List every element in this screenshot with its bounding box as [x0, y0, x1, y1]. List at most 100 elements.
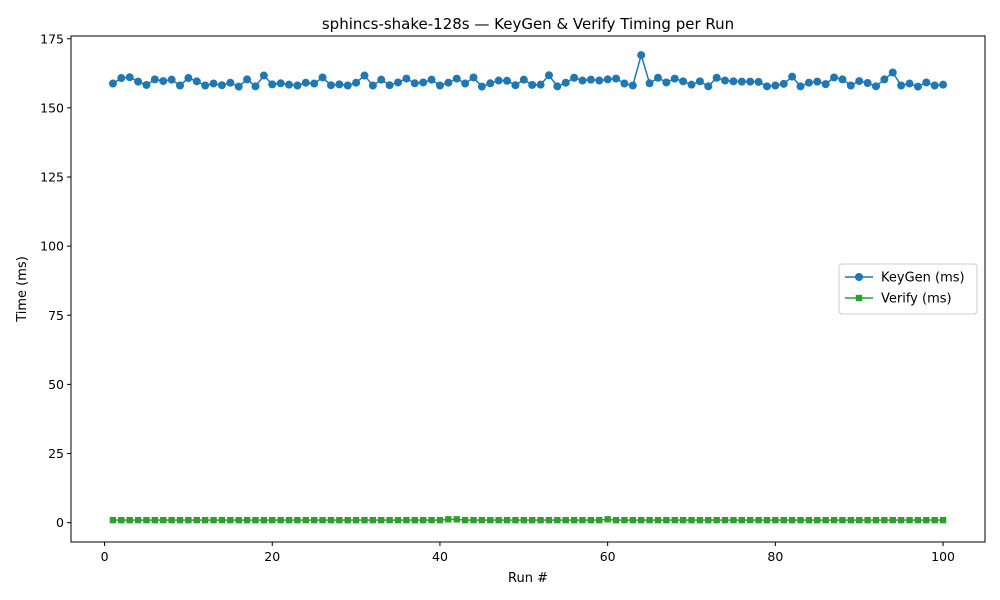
- series-verify: [109, 516, 947, 524]
- y-tick-label: 25: [48, 446, 64, 461]
- data-point: [126, 516, 133, 524]
- data-point: [755, 516, 762, 524]
- data-point: [260, 516, 268, 524]
- data-point: [746, 77, 755, 86]
- data-point: [201, 81, 210, 90]
- data-point: [134, 77, 143, 86]
- data-point: [302, 516, 309, 524]
- x-tick-label: 100: [931, 549, 955, 564]
- legend-label: Verify (ms): [881, 292, 952, 307]
- data-point: [519, 75, 528, 84]
- data-point: [839, 516, 846, 524]
- data-point: [503, 516, 511, 524]
- data-point: [109, 516, 117, 524]
- data-point: [864, 516, 871, 524]
- data-point: [738, 516, 746, 524]
- data-point: [159, 77, 168, 86]
- data-point: [780, 516, 787, 524]
- data-point: [872, 516, 880, 524]
- data-point: [721, 516, 729, 524]
- data-point: [226, 78, 235, 87]
- y-tick-label: 150: [40, 100, 64, 115]
- data-point: [160, 516, 167, 524]
- data-point: [142, 80, 151, 89]
- data-point: [830, 516, 838, 524]
- ticks-layer: 0 20 40 60 80 100 0 25 50 75 100 125 150 175: [40, 31, 955, 564]
- data-point: [663, 516, 670, 524]
- data-point: [461, 516, 469, 524]
- data-point: [856, 516, 863, 524]
- data-point: [931, 516, 938, 524]
- data-point: [125, 73, 134, 82]
- data-point: [218, 516, 226, 524]
- data-point: [310, 516, 318, 524]
- data-point: [403, 516, 410, 524]
- data-point: [771, 81, 780, 90]
- data-point: [427, 75, 436, 84]
- data-point: [653, 73, 662, 82]
- data-point: [251, 82, 260, 91]
- data-point: [243, 516, 251, 524]
- data-point: [394, 78, 403, 87]
- series-keygen: [108, 51, 948, 91]
- data-point: [671, 516, 678, 524]
- data-point: [185, 516, 192, 524]
- data-point: [696, 516, 704, 524]
- data-point: [721, 76, 730, 85]
- data-point: [923, 516, 930, 524]
- y-tick-label: 175: [40, 31, 64, 46]
- data-point: [293, 81, 302, 90]
- data-point: [646, 516, 653, 524]
- data-point: [402, 74, 411, 83]
- data-point: [176, 81, 185, 90]
- data-point: [922, 78, 931, 87]
- data-point: [326, 81, 335, 90]
- legend-entry: Verify (ms): [845, 292, 952, 307]
- data-point: [629, 516, 637, 524]
- data-point: [553, 82, 562, 91]
- data-point: [235, 516, 242, 524]
- data-point: [688, 516, 695, 524]
- data-point: [192, 77, 201, 86]
- data-point: [494, 76, 503, 85]
- data-point: [419, 516, 427, 524]
- data-point: [612, 516, 620, 524]
- data-point: [361, 516, 368, 524]
- x-tick-label: 0: [101, 549, 109, 564]
- data-point: [537, 516, 544, 524]
- data-point: [520, 516, 528, 524]
- data-point: [596, 516, 603, 524]
- data-point: [487, 516, 494, 524]
- data-point: [285, 80, 294, 89]
- series-line: [112, 518, 944, 521]
- legend: KeyGen (ms) Verify (ms): [838, 263, 978, 315]
- data-point: [243, 75, 252, 84]
- data-point: [570, 73, 579, 82]
- data-point: [310, 79, 319, 88]
- data-point: [763, 516, 771, 524]
- data-point: [318, 73, 327, 82]
- data-point: [788, 516, 796, 524]
- data-point: [495, 516, 502, 524]
- data-point: [108, 79, 117, 88]
- data-point: [897, 81, 906, 90]
- data-point: [687, 80, 696, 89]
- data-point: [788, 72, 797, 81]
- data-point: [143, 516, 150, 524]
- data-point: [554, 516, 561, 524]
- data-point: [319, 516, 326, 524]
- data-point: [889, 516, 896, 524]
- data-point: [545, 516, 553, 524]
- data-point: [705, 516, 712, 524]
- data-point: [881, 516, 888, 524]
- data-point: [511, 81, 520, 90]
- legend-entry: KeyGen (ms): [845, 271, 965, 286]
- data-point: [277, 516, 284, 524]
- data-point: [411, 516, 418, 524]
- data-point: [378, 516, 385, 524]
- data-point: [730, 516, 737, 524]
- data-point: [470, 516, 477, 524]
- data-point: [150, 75, 159, 84]
- data-point: [269, 516, 276, 524]
- data-point: [713, 516, 720, 524]
